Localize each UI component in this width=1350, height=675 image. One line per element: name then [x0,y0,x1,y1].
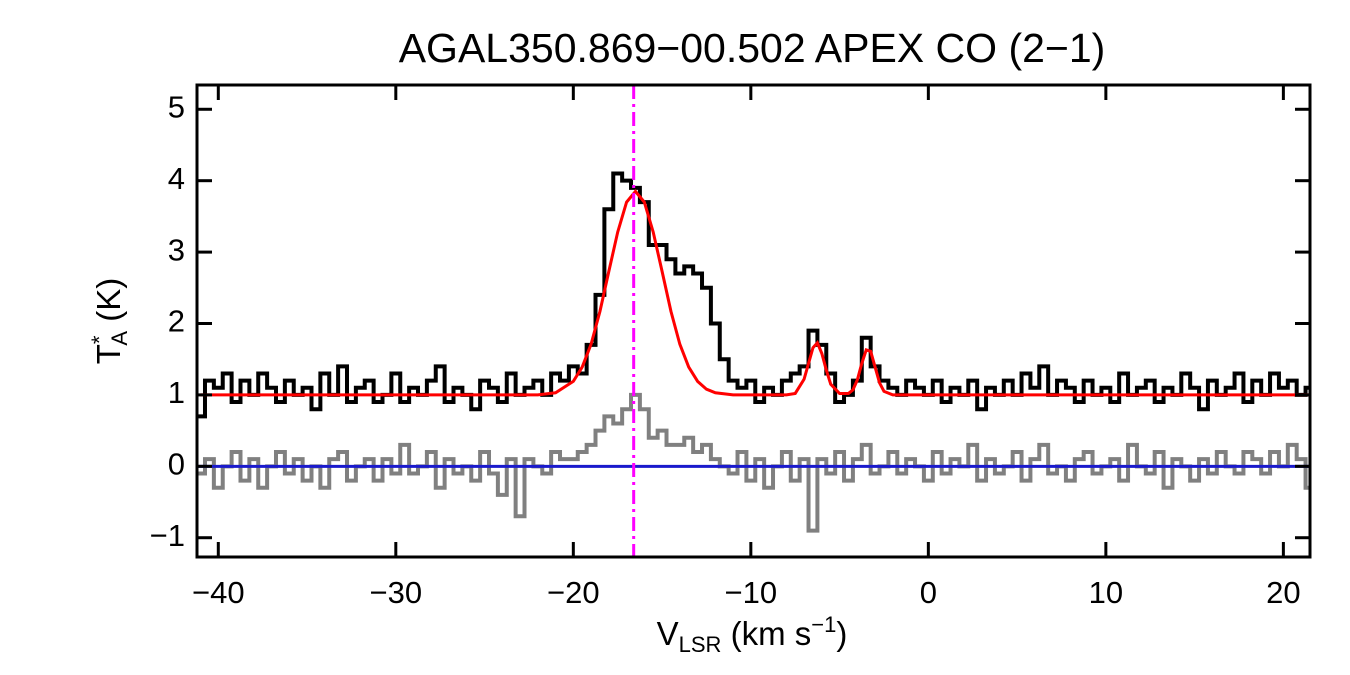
y-tick-label: 2 [168,304,185,339]
y-label-sub: A [107,331,132,346]
x-tick-label: 20 [1266,575,1300,610]
y-tick-label: −1 [150,518,185,553]
x-label-main: V [657,615,679,652]
x-tick-label: −20 [547,575,600,610]
plot-frame [195,83,1312,559]
x-tick-label: −30 [370,575,423,610]
chart-title: AGAL350.869−00.502 APEX CO (2−1) [399,25,1106,71]
y-label-sup: * [87,335,112,344]
spectrum-line [197,392,1310,533]
spectrum-line [197,171,1310,419]
x-label-end: ) [836,615,847,652]
x-tick-label: 0 [920,575,937,610]
x-label-rest: (km s [721,615,811,652]
x-axis-label: VLSR (km s−1) [657,612,848,657]
x-tick-label: −40 [192,575,245,610]
y-tick-label: 1 [168,375,185,410]
y-label-rest: (K) [90,278,127,331]
x-tick-label: 10 [1089,575,1123,610]
x-label-sup: −1 [811,612,836,637]
y-tick-label: 3 [168,232,185,267]
y-tick-label: 5 [168,89,185,124]
y-label-main: T [90,344,127,364]
y-tick-label: 4 [168,161,185,196]
x-tick-label: −10 [725,575,778,610]
fit-line [200,189,1310,397]
y-tick-label: 0 [168,447,185,482]
plot-area [197,85,1310,557]
y-axis-label: T*A (K) [87,278,132,365]
x-label-sub: LSR [679,632,722,657]
